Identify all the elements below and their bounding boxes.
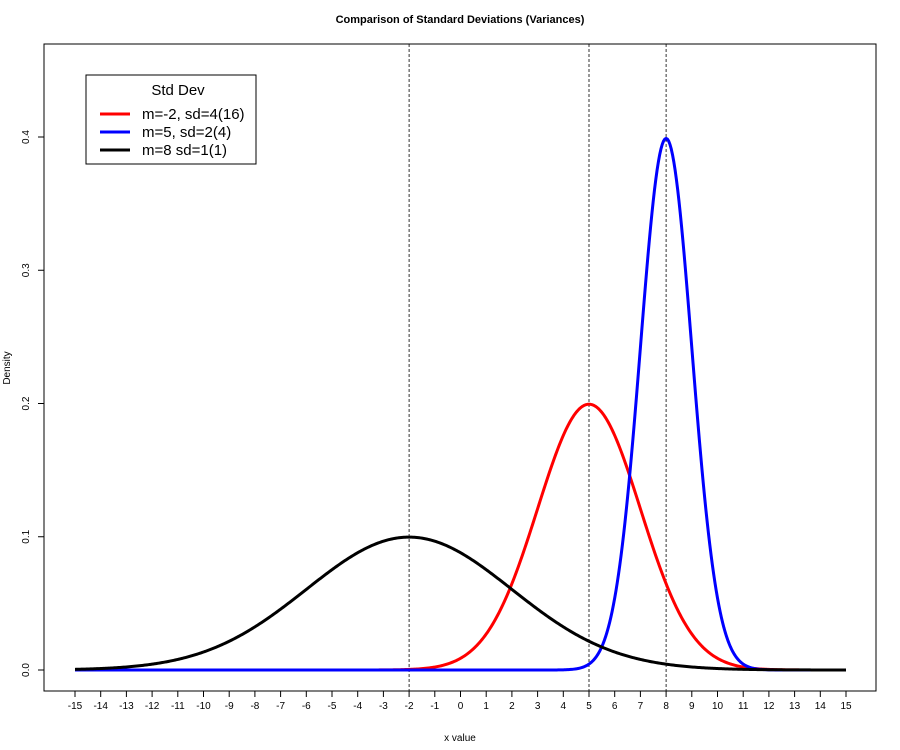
x-tick-label: 8 — [663, 701, 669, 712]
y-tick-label: 0.3 — [21, 263, 32, 277]
x-tick-label: 12 — [763, 701, 775, 712]
x-tick-label: -3 — [379, 701, 388, 712]
y-axis: 0.0 0.1 0.2 0.3 0.4 — [21, 130, 44, 677]
x-tick-label: 13 — [789, 701, 801, 712]
x-tick-label: -9 — [225, 701, 234, 712]
x-axis-label: x value — [444, 733, 476, 744]
x-tick-label: -4 — [353, 701, 362, 712]
x-tick-label: -15 — [68, 701, 83, 712]
y-tick-label: 0.1 — [21, 529, 32, 543]
x-tick-label: -11 — [171, 701, 185, 712]
x-tick-label: 2 — [509, 701, 515, 712]
x-tick-label: 4 — [561, 701, 567, 712]
x-tick-label: -10 — [196, 701, 211, 712]
x-tick-label: 6 — [612, 701, 618, 712]
x-tick-label: -12 — [145, 701, 160, 712]
x-tick-label: 5 — [586, 701, 592, 712]
y-axis-label: Density — [2, 351, 13, 384]
x-tick-label: 15 — [840, 701, 852, 712]
x-tick-label: -5 — [328, 701, 337, 712]
x-tick-label: -13 — [119, 701, 134, 712]
x-tick-label: -14 — [93, 701, 108, 712]
y-tick-label: 0.4 — [21, 130, 32, 144]
x-tick-label: -2 — [405, 701, 414, 712]
reference-lines — [408, 44, 667, 691]
legend-title: Std Dev — [151, 82, 205, 99]
x-tick-label: -7 — [276, 701, 285, 712]
x-tick-label: 10 — [712, 701, 724, 712]
x-axis: -15 -14 -13 -12 -11 -10 -9 -8 -7 -6 -5 -4 -3 -2 -1 0 1 2 3… — [68, 691, 852, 712]
series-line-2 — [74, 535, 847, 672]
x-tick-label: 7 — [638, 701, 644, 712]
x-tick-label: -1 — [430, 701, 439, 712]
y-tick-label: 0.2 — [21, 396, 32, 410]
x-tick-label: -6 — [302, 701, 311, 712]
series-layer — [74, 136, 847, 672]
x-tick-label: 14 — [815, 701, 827, 712]
x-tick-label: 9 — [689, 701, 695, 712]
legend-label-2: m=8 sd=1(1) — [142, 142, 227, 159]
legend-label-1: m=5, sd=2(4) — [142, 124, 231, 141]
x-tick-label: -8 — [250, 701, 259, 712]
chart-title: Comparison of Standard Deviations (Varia… — [336, 14, 585, 26]
x-tick-label: 0 — [458, 701, 464, 712]
x-tick-label: 3 — [535, 701, 541, 712]
legend: Std Dev m=-2, sd=4(16) m=5, sd=2(4) m=8 … — [85, 74, 257, 165]
y-tick-label: 0.0 — [21, 663, 32, 677]
legend-label-0: m=-2, sd=4(16) — [142, 106, 245, 123]
x-tick-label: 1 — [483, 701, 489, 712]
x-tick-label: 11 — [738, 701, 749, 712]
series-line-1 — [74, 136, 847, 672]
series-line-0 — [74, 402, 847, 672]
